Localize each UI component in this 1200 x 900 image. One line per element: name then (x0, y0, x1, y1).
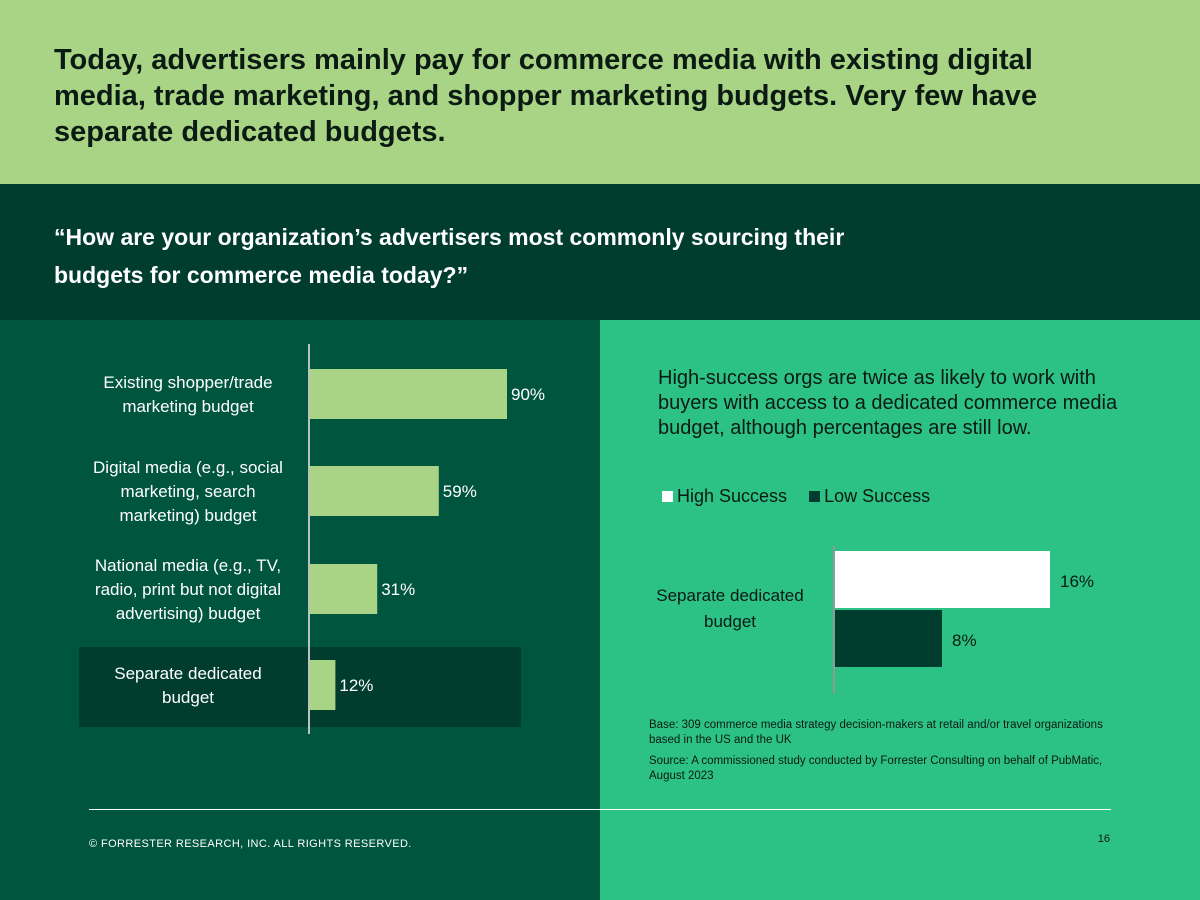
category-label: Digital media (e.g., social marketing, se… (93, 458, 283, 525)
category-label-line: Separate dedicated (656, 586, 803, 605)
category-label: Separate dedicated budget (656, 586, 803, 631)
question-band: “How are your organization’s advertisers… (0, 184, 1200, 320)
category-label: Separate dedicated budget (114, 664, 261, 707)
base-note: Base: 309 commerce media strategy decisi… (649, 719, 1103, 746)
legend-label-low: Low Success (824, 486, 931, 506)
copyright: © FORRESTER RESEARCH, INC. ALL RIGHTS RE… (89, 838, 412, 850)
category-label-line: marketing budget (122, 397, 254, 416)
legend-swatch-high (662, 491, 673, 502)
page-number: 16 (1097, 833, 1110, 845)
budget-source-bar-chart: 90% Existing shopper/trade marketing budge… (79, 344, 545, 734)
category-label-line: Existing shopper/trade (103, 373, 272, 392)
legend: High Success Low Success (662, 486, 930, 507)
bar (309, 466, 439, 516)
category-label-line: radio, print but not digital (95, 580, 281, 599)
page-title: Today, advertisers mainly pay for commer… (54, 44, 1038, 148)
value-label: 8% (952, 631, 977, 650)
value-label: 16% (1060, 572, 1094, 591)
category-label-line: marketing, search (120, 482, 255, 501)
survey-question: “How are your organization’s advertisers… (54, 224, 845, 288)
callout-text: High-success orgs are twice as likely to… (658, 367, 1118, 439)
legend-item-high-success: High Success (662, 486, 787, 507)
legend-swatch-low (809, 491, 821, 502)
category-label-line: advertising) budget (116, 604, 261, 623)
category-label-line: National media (e.g., TV, (95, 556, 281, 575)
bar-low-success (834, 610, 942, 667)
value-label: 31% (381, 580, 415, 599)
notes: Base: 309 commerce media strategy decisi… (649, 718, 1109, 790)
value-label: 90% (511, 385, 545, 404)
bar (309, 660, 336, 710)
footer-divider (89, 809, 1111, 810)
legend-item-low-success: Low Success (809, 486, 930, 507)
bar (309, 369, 507, 419)
bar-high-success (834, 551, 1050, 608)
source-note: Source: A commissioned study conducted b… (649, 755, 1103, 782)
category-label-line: budget (162, 688, 214, 707)
legend-label-high: High Success (677, 486, 788, 506)
category-label-line: budget (704, 612, 756, 631)
category-label: Existing shopper/trade marketing budget (103, 373, 272, 416)
value-label: 12% (339, 676, 373, 695)
category-label: National media (e.g., TV, radio, print bu… (95, 556, 281, 623)
category-label-line: marketing) budget (119, 506, 256, 525)
category-label-line: Digital media (e.g., social (93, 458, 283, 477)
header-band: Today, advertisers mainly pay for commer… (0, 0, 1200, 184)
value-label: 59% (443, 482, 477, 501)
category-label-line: Separate dedicated (114, 664, 261, 683)
highlight-row (79, 647, 521, 727)
bar (309, 564, 378, 614)
